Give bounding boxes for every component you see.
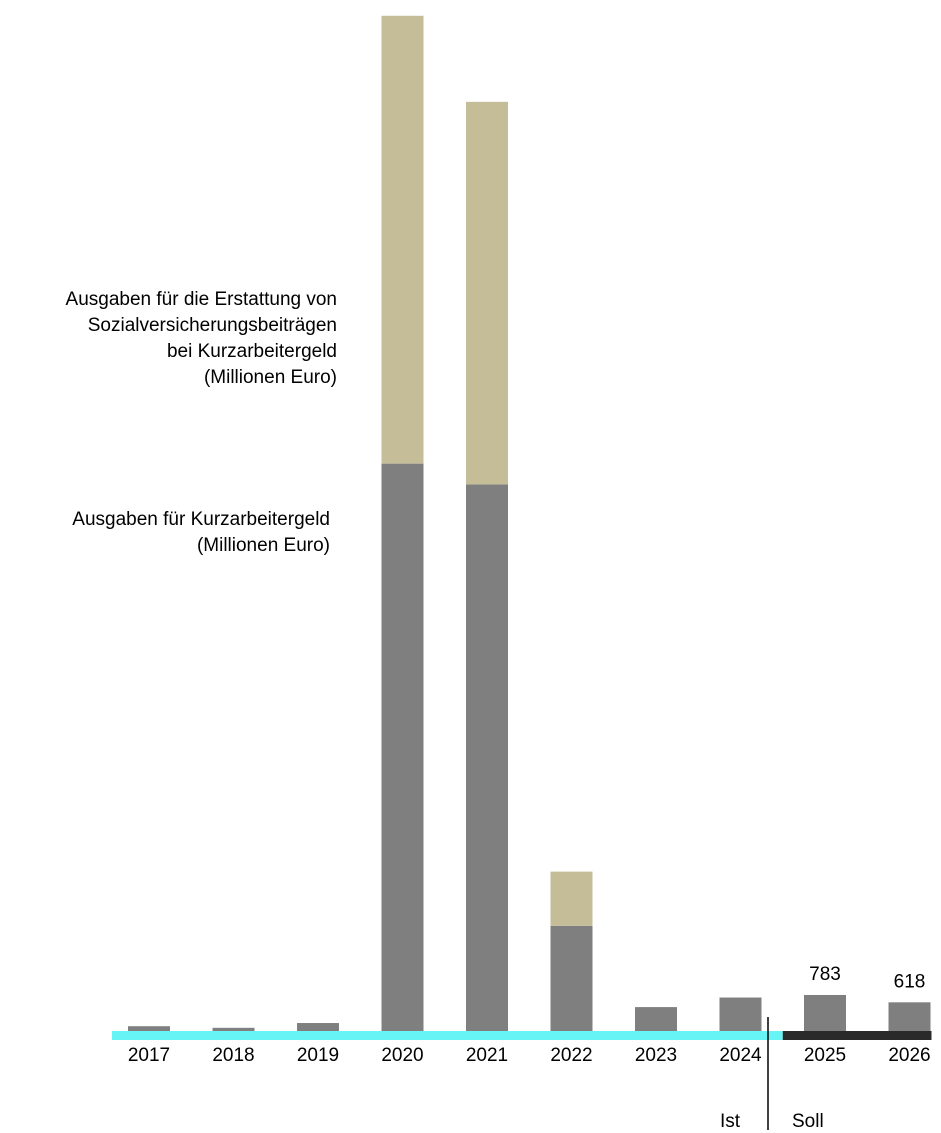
bar-2019-series-0 — [297, 1023, 339, 1031]
series-label-erstattung-line-4: (Millionen Euro) — [204, 367, 337, 388]
series-label-erstattung-line-2: Sozialversicherungsbeiträgen — [88, 315, 337, 336]
x-tick-label-2022: 2022 — [550, 1045, 592, 1066]
x-tick-label-2024: 2024 — [719, 1045, 762, 1066]
period-label-ist: Ist — [720, 1111, 741, 1132]
bar-2022-series-1 — [550, 871, 593, 926]
data-label-2026: 618 — [894, 971, 926, 992]
axis-band-soll — [782, 1031, 932, 1040]
data-labels: 783 618 — [809, 964, 925, 992]
series-label-erstattung-line-3: bei Kurzarbeitergeld — [167, 341, 337, 362]
x-tick-label-2025: 2025 — [804, 1045, 846, 1066]
x-tick-label-2026: 2026 — [888, 1045, 930, 1066]
x-tick-label-2023: 2023 — [635, 1045, 677, 1066]
bar-2023-series-0 — [635, 1007, 677, 1031]
bar-2021-series-1 — [466, 101, 508, 485]
series-label-kurzarbeitergeld-line-2: (Millionen Euro) — [197, 535, 330, 556]
data-label-2025: 783 — [809, 964, 841, 985]
bars — [128, 15, 931, 1031]
bar-2022-series-0 — [550, 925, 593, 1031]
x-tick-label-2020: 2020 — [381, 1045, 423, 1066]
tick-labels: 2017 2018 2019 2020 2021 2022 2023 2024 2025 2026 — [128, 1045, 931, 1066]
series-label-kurzarbeitergeld-line-1: Ausgaben für Kurzarbeitergeld — [72, 509, 330, 530]
bar-2025-series-0 — [804, 994, 846, 1031]
bar-2024-series-0 — [719, 997, 762, 1031]
bar-2020-series-1 — [381, 15, 424, 464]
x-tick-label-2019: 2019 — [297, 1045, 339, 1066]
bar-2018-series-0 — [212, 1027, 255, 1031]
bar-2017-series-0 — [128, 1026, 170, 1031]
series-label-erstattung-line-1: Ausgaben für die Erstattung von — [66, 289, 337, 310]
bar-2026-series-0 — [888, 1002, 931, 1031]
x-tick-label-2017: 2017 — [128, 1045, 170, 1066]
bar-2020-series-0 — [381, 463, 424, 1031]
axis-band-ist — [112, 1031, 783, 1040]
bar-2021-series-0 — [466, 484, 508, 1031]
axis — [112, 1031, 932, 1040]
x-tick-label-2021: 2021 — [466, 1045, 508, 1066]
period-label-soll: Soll — [792, 1111, 824, 1132]
x-tick-label-2018: 2018 — [212, 1045, 254, 1066]
